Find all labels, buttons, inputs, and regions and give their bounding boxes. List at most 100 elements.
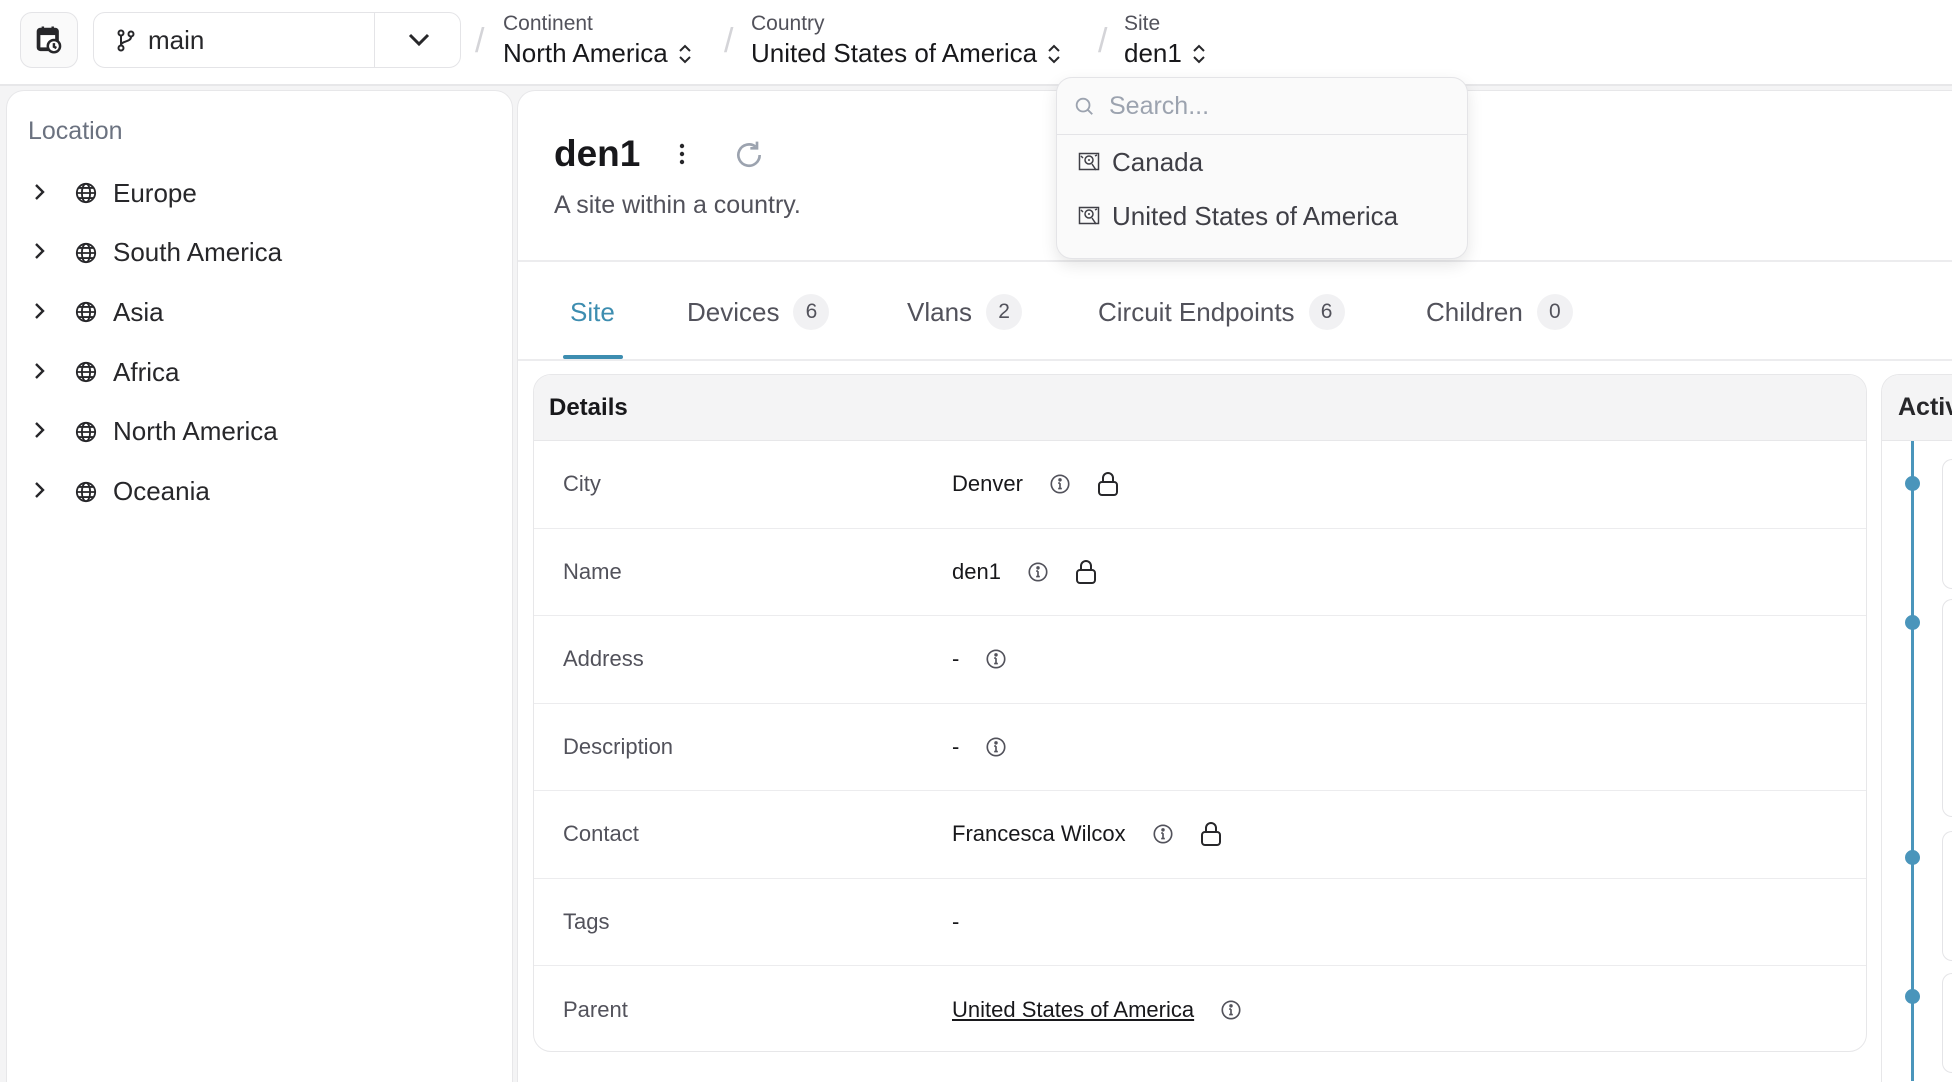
globe-icon <box>75 182 97 204</box>
field-value: Denver <box>952 471 1023 497</box>
lock-icon <box>1075 559 1096 584</box>
parent-link[interactable]: United States of America <box>952 996 1195 1022</box>
info-icon[interactable] <box>1027 561 1049 583</box>
chevron-right-icon <box>35 422 45 439</box>
tree-item-label: Europe <box>113 177 197 208</box>
breadcrumb-value: den1 <box>1124 38 1182 68</box>
tree-item-label: Asia <box>113 296 164 327</box>
breadcrumb-continent[interactable]: Continent North America <box>503 12 692 69</box>
expand-button[interactable] <box>33 178 63 209</box>
tab-circuit-endpoints[interactable]: Circuit Endpoints 6 <box>1098 287 1345 337</box>
globe-icon <box>75 421 97 442</box>
tree-item-label: Africa <box>113 356 180 387</box>
expand-button[interactable] <box>33 237 63 268</box>
tree-item[interactable]: South America <box>33 231 282 275</box>
field-value: den1 <box>952 558 1001 584</box>
info-icon[interactable] <box>985 648 1007 670</box>
detail-row: Parent United States of America <box>534 966 1866 1051</box>
tree-item[interactable]: Asia <box>33 290 164 334</box>
tree-item[interactable]: Oceania <box>33 470 210 514</box>
site-country-dropdown: Canada United States of America <box>1056 77 1468 259</box>
more-options-button[interactable] <box>678 143 686 170</box>
timeline-dot <box>1905 850 1920 865</box>
tab-label: Vlans <box>907 296 973 327</box>
globe-icon <box>75 362 97 383</box>
detail-row: Contact Francesca Wilcox <box>534 791 1866 879</box>
chevron-right-icon <box>35 303 45 319</box>
refresh-button[interactable] <box>733 139 765 176</box>
tab-site[interactable]: Site <box>570 287 615 337</box>
detail-row: City Denver <box>534 441 1866 529</box>
tab-label: Children <box>1426 296 1523 327</box>
field-value: Francesca Wilcox <box>952 821 1126 847</box>
tab-label: Devices <box>687 296 780 327</box>
globe-icon <box>75 242 97 263</box>
breadcrumb-country[interactable]: Country United States of America <box>751 12 1061 69</box>
activity-card: Activity <box>1881 374 1952 1082</box>
tab-count-badge: 0 <box>1536 294 1573 330</box>
branch-selector[interactable]: main <box>93 12 461 68</box>
tab-children[interactable]: Children 0 <box>1426 287 1573 337</box>
breadcrumb-label: Country <box>751 12 825 35</box>
breadcrumb-separator: / <box>475 22 485 60</box>
chevron-right-icon <box>35 243 45 260</box>
expand-button[interactable] <box>33 416 63 447</box>
info-icon[interactable] <box>1049 473 1071 495</box>
tree-item[interactable]: Africa <box>33 350 179 394</box>
tab-vlans[interactable]: Vlans 2 <box>907 287 1023 337</box>
breadcrumb-label: Continent <box>503 12 593 35</box>
details-card: Details City Denver Name den1 Address - Descri… <box>533 374 1867 1052</box>
breadcrumb-separator: / <box>724 22 734 60</box>
breadcrumb-label: Site <box>1124 12 1161 35</box>
active-tab-indicator <box>563 355 623 359</box>
branch-dropdown-button[interactable] <box>374 13 462 67</box>
breadcrumb-value: United States of America <box>751 38 1038 68</box>
tab-devices[interactable]: Devices 6 <box>687 287 830 337</box>
expand-button[interactable] <box>33 297 63 328</box>
expand-button[interactable] <box>33 357 63 388</box>
dropdown-option[interactable]: United States of America <box>1057 189 1467 243</box>
tree-item-label: South America <box>113 237 283 268</box>
activity-item[interactable] <box>1942 459 1952 589</box>
chevron-down-icon <box>408 33 429 47</box>
sidebar-title: Location <box>28 117 123 145</box>
location-map-icon <box>1078 152 1100 171</box>
dropdown-search <box>1057 78 1467 135</box>
divider <box>518 359 1952 361</box>
activity-title: Activity <box>1882 375 1952 441</box>
option-label: Canada <box>1112 146 1204 177</box>
tree-item-label: Oceania <box>113 476 210 506</box>
location-sidebar: Location Europe South America Asia Africa No… <box>6 90 513 1082</box>
field-value: - <box>952 908 960 934</box>
breadcrumb-site[interactable]: Site den1 <box>1124 12 1206 69</box>
tab-count-badge: 2 <box>986 294 1023 330</box>
tab-label: Site <box>570 296 615 327</box>
details-title: Details <box>534 375 1866 441</box>
info-icon[interactable] <box>1220 999 1242 1021</box>
page-title: den1 <box>554 133 641 174</box>
chevron-up-down-icon <box>679 44 691 63</box>
chevron-right-icon <box>35 183 45 200</box>
search-icon <box>1075 97 1093 115</box>
chevron-right-icon <box>35 482 45 498</box>
info-icon[interactable] <box>1152 823 1174 845</box>
search-input[interactable] <box>1109 91 1429 121</box>
activity-item[interactable] <box>1942 599 1952 817</box>
dropdown-option[interactable]: Canada <box>1057 135 1467 189</box>
history-button[interactable] <box>20 12 78 68</box>
tree-item[interactable]: North America <box>33 410 278 454</box>
detail-row: Description - <box>534 704 1866 791</box>
activity-item[interactable] <box>1942 973 1952 1073</box>
page-subtitle: A site within a country. <box>554 191 801 219</box>
breadcrumb-value: North America <box>503 38 668 68</box>
activity-item[interactable] <box>1942 831 1952 961</box>
field-label: Parent <box>563 996 628 1022</box>
field-label: Tags <box>563 908 610 934</box>
timeline-line <box>1911 441 1914 1081</box>
lock-icon <box>1200 822 1221 847</box>
info-icon[interactable] <box>985 736 1007 758</box>
lock-icon <box>1097 472 1118 497</box>
tree-item[interactable]: Europe <box>33 171 197 215</box>
expand-button[interactable] <box>33 476 63 507</box>
breadcrumb-separator: / <box>1098 22 1108 60</box>
